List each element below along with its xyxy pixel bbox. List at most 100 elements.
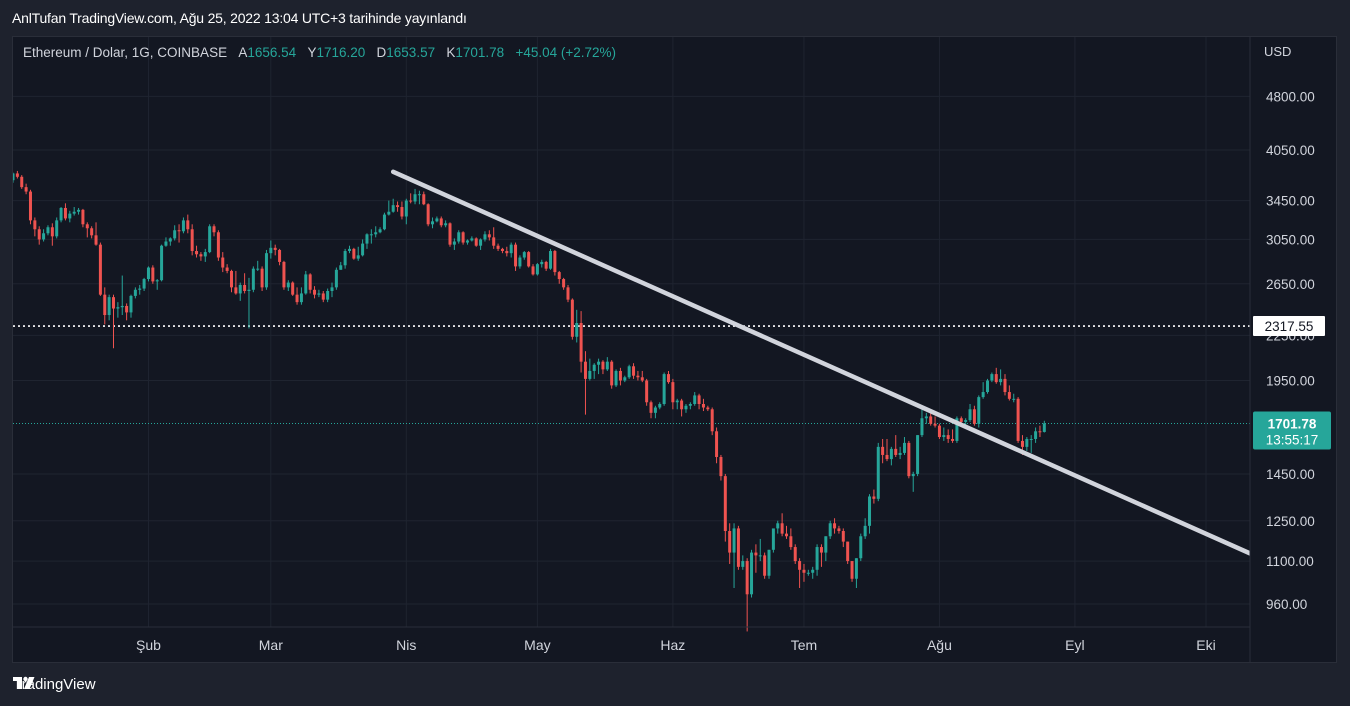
countdown-label: 13:55:17 [1266,432,1319,447]
candle-body [334,269,338,288]
candle-body [531,266,535,275]
candle-body [614,370,618,386]
candle-body [465,240,469,243]
candle-body [575,323,579,337]
candle-body [701,404,705,408]
candlestick-chart[interactable]: USD4800.004050.003450.003050.002650.0022… [13,37,1337,663]
candle-body [697,395,701,405]
candle-body [400,207,404,217]
candle-body [256,268,260,270]
candle-body [846,541,850,562]
candle-body [391,205,395,212]
candle-body [723,476,727,532]
candle-body [745,561,749,595]
candle-body [789,536,793,548]
candle-body [562,279,566,288]
candle-body [898,452,902,455]
candle-body [435,218,439,222]
candle-body [474,238,478,246]
candle-body [155,280,159,282]
candle-body [1007,392,1011,399]
candle-body [129,295,133,313]
candle-body [592,364,596,371]
candles-layer [13,170,1046,632]
candle-body [972,409,976,424]
candle-body [771,528,775,550]
y-tick-label: 4050.00 [1266,143,1315,158]
candle-body [13,173,15,181]
candle-body [199,254,203,257]
candle-body [479,239,483,246]
candle-body [317,293,321,295]
candle-body [815,547,819,570]
candle-body [955,418,959,441]
last-price-label: 1701.78 [1268,416,1317,431]
y-tick-label: 1250.00 [1266,514,1315,529]
candle-body [894,448,898,455]
x-tick-label: Haz [660,637,685,653]
candle-body [361,243,365,256]
candle-body [470,238,474,241]
candle-body [951,438,955,441]
candle-body [426,204,430,225]
candle-body [505,251,509,254]
candle-body [876,446,880,499]
candle-body [212,226,216,233]
candle-body [50,227,54,237]
candle-body [378,229,382,233]
candle-body [994,374,998,383]
candle-body [627,366,631,378]
candle-body [784,533,788,537]
candle-body [282,261,286,288]
candle-body [55,220,59,237]
candle-body [911,473,915,477]
chart-frame[interactable]: USD4800.004050.003450.003050.002650.0022… [12,36,1337,663]
candle-body [173,230,177,239]
candle-body [112,297,116,309]
candle-body [160,245,164,281]
candle-body [20,176,24,188]
candle-body [715,431,719,458]
candle-body [492,237,496,246]
candle-body [356,255,360,259]
open-label: A [238,45,248,60]
candle-body [514,244,518,267]
candle-body [496,245,500,249]
candle-body [601,361,605,370]
candle-body [645,380,649,403]
tradingview-brand[interactable]: TradingView [13,676,96,693]
candle-body [33,220,37,230]
candle-body [549,251,553,269]
y-tick-label: 1950.00 [1266,374,1315,389]
close-label: K [446,45,456,60]
candle-body [1020,440,1024,447]
candle-body [396,205,400,208]
candle-body [999,378,1003,383]
last-price-badge [1253,411,1331,450]
candle-body [798,561,802,570]
close-value: 1701.78 [455,45,505,60]
candle-body [636,375,640,378]
y-tick-label: 1100.00 [1266,554,1314,569]
candle-body [583,361,587,379]
x-tick-label: Şub [136,637,161,653]
candle-body [90,228,94,236]
candle-body [234,287,238,294]
level-badge [1253,316,1325,337]
candle-body [902,442,906,453]
candle-body [667,374,670,383]
candle-body [444,223,448,226]
candle-body [653,407,657,413]
candle-body [509,244,513,254]
candle-body [1003,378,1007,393]
candle-body [431,221,435,225]
candle-body [304,274,308,294]
candle-body [422,194,426,205]
candle-body [981,392,985,398]
candle-body [671,382,675,403]
candle-body [579,323,583,362]
candle-body [942,435,946,438]
candle-body [649,402,653,413]
candle-body [365,234,369,244]
brand-label: TradingView [13,676,96,693]
